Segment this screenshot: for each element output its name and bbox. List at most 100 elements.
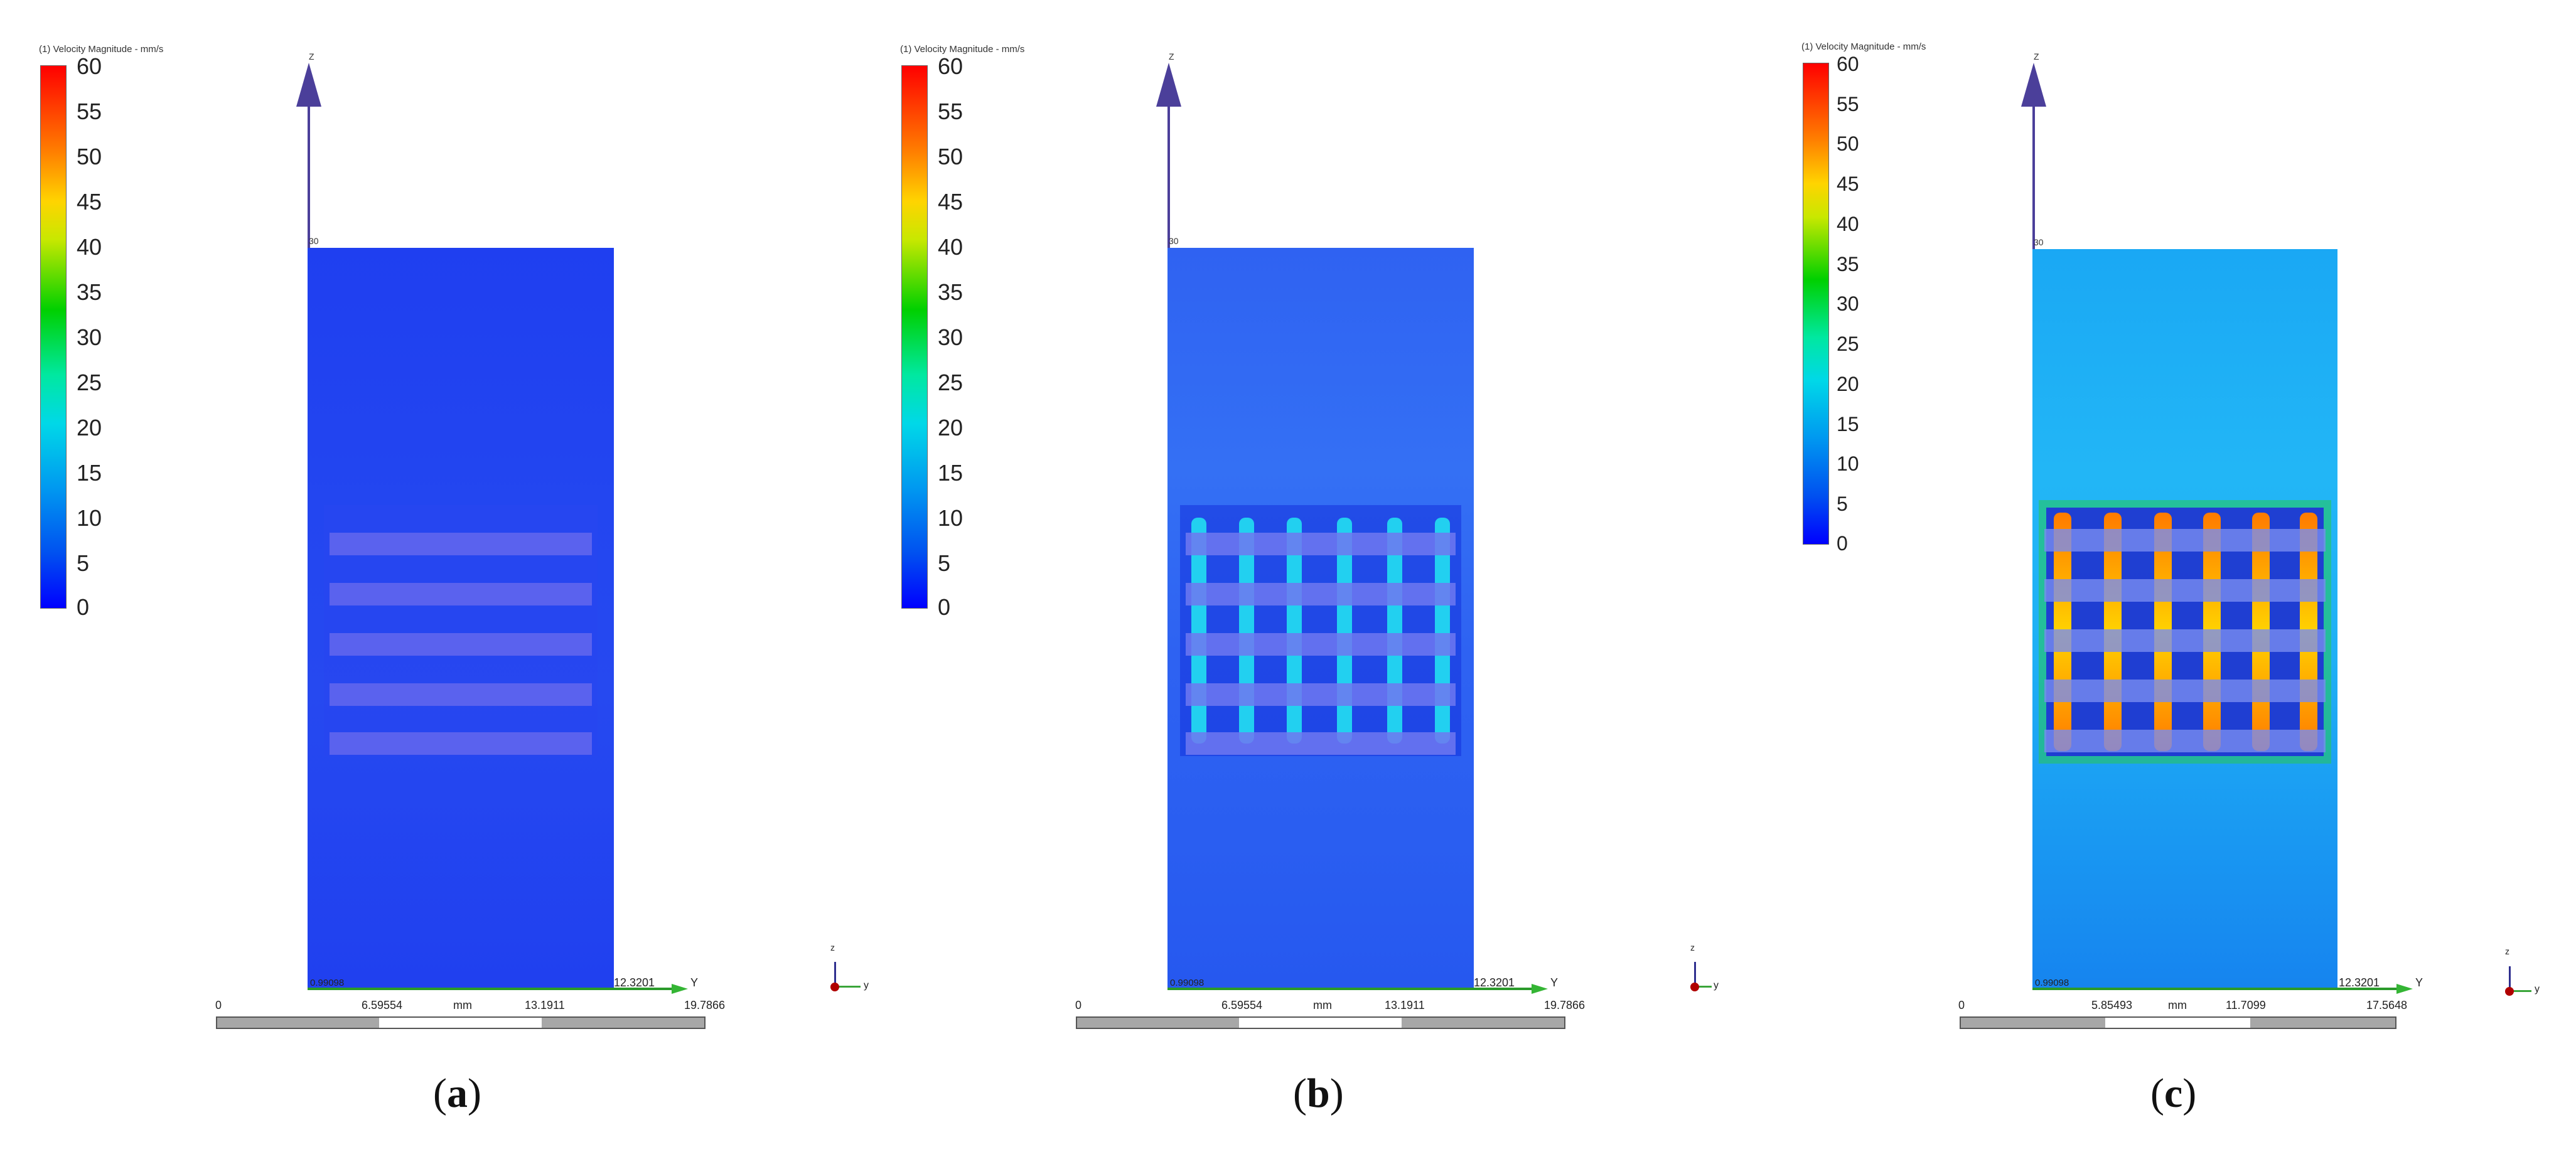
scale-label-2: 11.7099: [2226, 999, 2266, 1011]
panel-b: (1) Velocity Magnitude - mm/s 60 55 50 4…: [859, 0, 1719, 1152]
legend-tick: 60: [77, 53, 102, 79]
flow-channel: [1435, 518, 1450, 744]
y-axis-end-value: 12.3201: [614, 976, 655, 989]
legend-tick: 40: [938, 234, 963, 260]
y-axis-label: Y: [2415, 976, 2423, 989]
legend-tick: 0: [938, 594, 951, 620]
triad-z-label: z: [2505, 946, 2509, 956]
scale-label-3: 17.5648: [2366, 999, 2408, 1011]
triad-z-axis: [2509, 966, 2511, 991]
y-axis-label: Y: [690, 976, 699, 989]
scale-unit: mm: [453, 999, 472, 1011]
legend-tick: 35: [77, 279, 102, 305]
y-axis-line: [2032, 988, 2396, 990]
scale-label-1: 5.85493: [2091, 999, 2133, 1011]
flow-channel: [1337, 518, 1352, 744]
triad-origin-icon: [2505, 987, 2514, 996]
porous-structure-region: [2039, 500, 2331, 988]
strut-bar: [329, 683, 593, 706]
y-axis-label: Y: [1550, 976, 1559, 989]
triad-z-axis: [1694, 962, 1696, 987]
legend-tick: 40: [1837, 213, 1859, 235]
legend-tick: 5: [77, 550, 90, 576]
triad-y-label: y: [1714, 980, 1719, 991]
scale-bar: [1960, 1016, 2396, 1029]
z-axis-label: Z: [2034, 51, 2039, 61]
z-axis-top-value: 30: [2034, 237, 2044, 247]
color-scale-bar: [1803, 63, 1829, 545]
triad-z-label: z: [830, 942, 835, 952]
legend-tick: 25: [1837, 333, 1859, 355]
legend-title: (1) Velocity Magnitude - mm/s: [1801, 41, 1926, 52]
velocity-field-domain: [2032, 249, 2337, 988]
legend-tick: 50: [77, 144, 102, 169]
strut-bar: [1185, 732, 1456, 755]
strut-bar: [1185, 683, 1456, 706]
scale-bar: [1076, 1016, 1565, 1029]
legend-tick: 60: [1837, 53, 1859, 75]
strut-bar: [2044, 579, 2326, 602]
triad-y-label: y: [864, 980, 869, 991]
legend-tick: 25: [77, 370, 102, 395]
strut-bar: [2044, 529, 2326, 552]
legend-tick: 55: [938, 99, 963, 124]
scale-unit: mm: [2168, 999, 2187, 1011]
legend-tick: 15: [1837, 413, 1859, 435]
y-axis-origin-value: 0.99098: [1170, 978, 1205, 988]
legend-tick: 50: [1837, 132, 1859, 155]
y-axis-line: [308, 988, 672, 990]
z-axis-label: Z: [309, 51, 314, 61]
legend-tick: 30: [77, 324, 102, 350]
legend-tick: 5: [938, 550, 951, 576]
triad-origin-icon: [830, 983, 839, 991]
scale-label-0: 0: [1958, 999, 1965, 1011]
strut-bar: [329, 633, 593, 656]
scale-bar: [216, 1016, 706, 1029]
triad-y-axis: [2510, 990, 2531, 992]
legend-tick: 45: [938, 189, 963, 215]
scale-unit: mm: [1313, 999, 1332, 1011]
strut-bar: [329, 732, 593, 755]
z-axis-top-value: 30: [309, 236, 319, 246]
legend-tick: 50: [938, 144, 963, 169]
legend-tick: 60: [938, 53, 963, 79]
y-axis-arrow-icon: [672, 984, 688, 994]
legend-tick: 10: [938, 505, 963, 531]
strut-bar: [2044, 680, 2326, 702]
triad-y-axis: [1695, 986, 1712, 988]
strut-bar: [329, 583, 593, 605]
velocity-field-domain: [1167, 248, 1474, 988]
legend-tick: 0: [77, 594, 90, 620]
strut-bar: [1185, 633, 1456, 656]
scale-label-2: 13.1911: [525, 999, 565, 1011]
legend-tick: 15: [77, 460, 102, 486]
legend-title: (1) Velocity Magnitude - mm/s: [39, 44, 164, 55]
legend-tick: 40: [77, 234, 102, 260]
legend-tick: 10: [77, 505, 102, 531]
y-axis-end-value: 12.3201: [2339, 976, 2380, 989]
legend-title: (1) Velocity Magnitude - mm/s: [900, 44, 1025, 55]
velocity-field-domain: [308, 248, 614, 988]
strut-bar: [329, 533, 593, 555]
legend-tick: 30: [938, 324, 963, 350]
panel-a: (1) Velocity Magnitude - mm/s 60 55 50 4…: [0, 0, 869, 1152]
strut-bar: [1185, 583, 1456, 605]
y-axis-arrow-icon: [2396, 984, 2413, 994]
legend-tick: 5: [1837, 493, 1848, 515]
legend-tick: 35: [938, 279, 963, 305]
triad-y-axis: [835, 986, 861, 988]
strut-bar: [2044, 629, 2326, 652]
scale-label-0: 0: [1075, 999, 1082, 1011]
color-scale-bar: [40, 65, 67, 609]
z-axis-arrow-icon: [1156, 63, 1181, 107]
legend-tick: 55: [1837, 93, 1859, 115]
legend-tick: 10: [1837, 452, 1859, 475]
flow-channel: [1387, 518, 1402, 744]
panel-caption: (b): [1293, 1070, 1344, 1116]
panel-caption: (a): [433, 1070, 481, 1116]
strut-bar: [2044, 730, 2326, 752]
y-axis-line: [1167, 988, 1532, 990]
legend-tick: 15: [938, 460, 963, 486]
scale-label-1: 6.59554: [362, 999, 403, 1011]
scale-label-0: 0: [215, 999, 222, 1011]
